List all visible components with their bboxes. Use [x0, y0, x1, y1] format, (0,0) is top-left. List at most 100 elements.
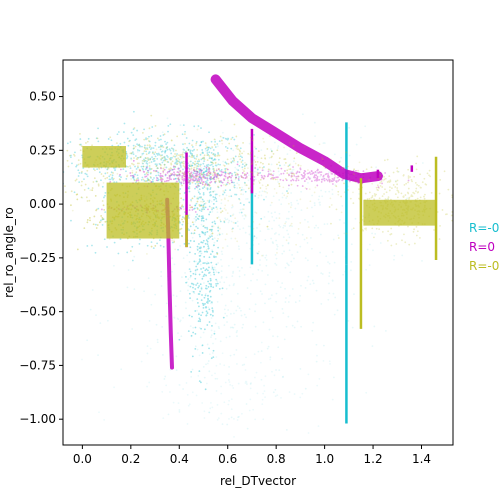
data-point [71, 190, 73, 192]
data-point [123, 196, 125, 198]
data-point [286, 172, 288, 174]
data-point [178, 173, 180, 175]
data-point [315, 225, 317, 227]
data-point [264, 239, 266, 241]
data-point [195, 144, 197, 146]
data-point [417, 198, 419, 200]
data-point [314, 177, 316, 179]
data-point [199, 236, 201, 238]
data-point [243, 208, 245, 210]
data-point [433, 229, 435, 231]
data-point [278, 170, 280, 172]
data-point [162, 150, 164, 152]
data-point [286, 196, 288, 198]
data-point [410, 218, 412, 220]
data-point [300, 191, 302, 193]
data-point [216, 271, 218, 273]
data-point [236, 182, 238, 184]
data-point [349, 155, 351, 157]
data-point [275, 254, 277, 256]
data-point [372, 249, 374, 251]
data-point [193, 240, 195, 242]
data-point [87, 200, 89, 202]
data-point [408, 244, 410, 246]
data-point [199, 291, 201, 293]
data-point [133, 164, 135, 166]
data-point [254, 353, 256, 355]
data-point [223, 401, 225, 403]
data-point [364, 199, 366, 201]
data-point [140, 195, 142, 197]
data-point [290, 206, 292, 208]
data-point [145, 180, 147, 182]
data-point [206, 147, 208, 149]
data-point [200, 328, 202, 330]
data-point [222, 190, 224, 192]
data-point [365, 227, 367, 229]
data-point [133, 160, 135, 162]
data-point [304, 180, 306, 182]
data-point [420, 197, 422, 199]
data-point [183, 199, 185, 201]
data-point [172, 216, 174, 218]
data-point [177, 249, 179, 251]
data-point [156, 177, 158, 179]
data-point [198, 204, 200, 206]
data-point [124, 142, 126, 144]
data-point [178, 217, 180, 219]
data-point [404, 201, 406, 203]
data-point [67, 142, 69, 144]
data-point [318, 196, 320, 198]
data-point [114, 208, 116, 210]
data-point [408, 188, 410, 190]
data-point [215, 269, 217, 271]
data-point [237, 221, 239, 223]
data-point [197, 161, 199, 163]
data-point [318, 202, 320, 204]
data-point [229, 384, 231, 386]
data-point [66, 150, 68, 152]
data-point [119, 143, 121, 145]
data-point [128, 140, 130, 142]
data-point [231, 180, 233, 182]
data-point [253, 181, 255, 183]
data-point [70, 204, 72, 206]
data-point [254, 235, 256, 237]
data-point [406, 217, 408, 219]
data-point [374, 195, 376, 197]
data-point [297, 165, 299, 167]
data-point [276, 149, 278, 151]
data-point [319, 143, 321, 145]
data-point [297, 185, 299, 187]
data-point [280, 286, 282, 288]
data-point [88, 200, 90, 202]
data-point [335, 185, 337, 187]
data-point [203, 366, 205, 368]
data-point [156, 158, 158, 160]
data-point [193, 149, 195, 151]
data-point [206, 231, 208, 233]
data-point [348, 127, 350, 129]
data-point [68, 166, 70, 168]
data-point [211, 325, 213, 327]
data-point [237, 161, 239, 163]
y-axis-label: rel_ro_angle_ro [2, 207, 16, 298]
data-point [178, 160, 180, 162]
data-point [268, 168, 270, 170]
data-point [205, 363, 207, 365]
data-point [353, 168, 355, 170]
data-point [401, 223, 403, 225]
data-point [232, 204, 234, 206]
data-point [240, 202, 242, 204]
data-point [201, 271, 203, 273]
data-point [250, 387, 252, 389]
data-point [166, 302, 168, 304]
data-point [143, 166, 145, 168]
data-point [213, 226, 215, 228]
data-point [299, 198, 301, 200]
data-point [424, 202, 426, 204]
data-point [207, 200, 209, 202]
data-point [194, 188, 196, 190]
data-point [92, 181, 94, 183]
data-point [228, 222, 230, 224]
